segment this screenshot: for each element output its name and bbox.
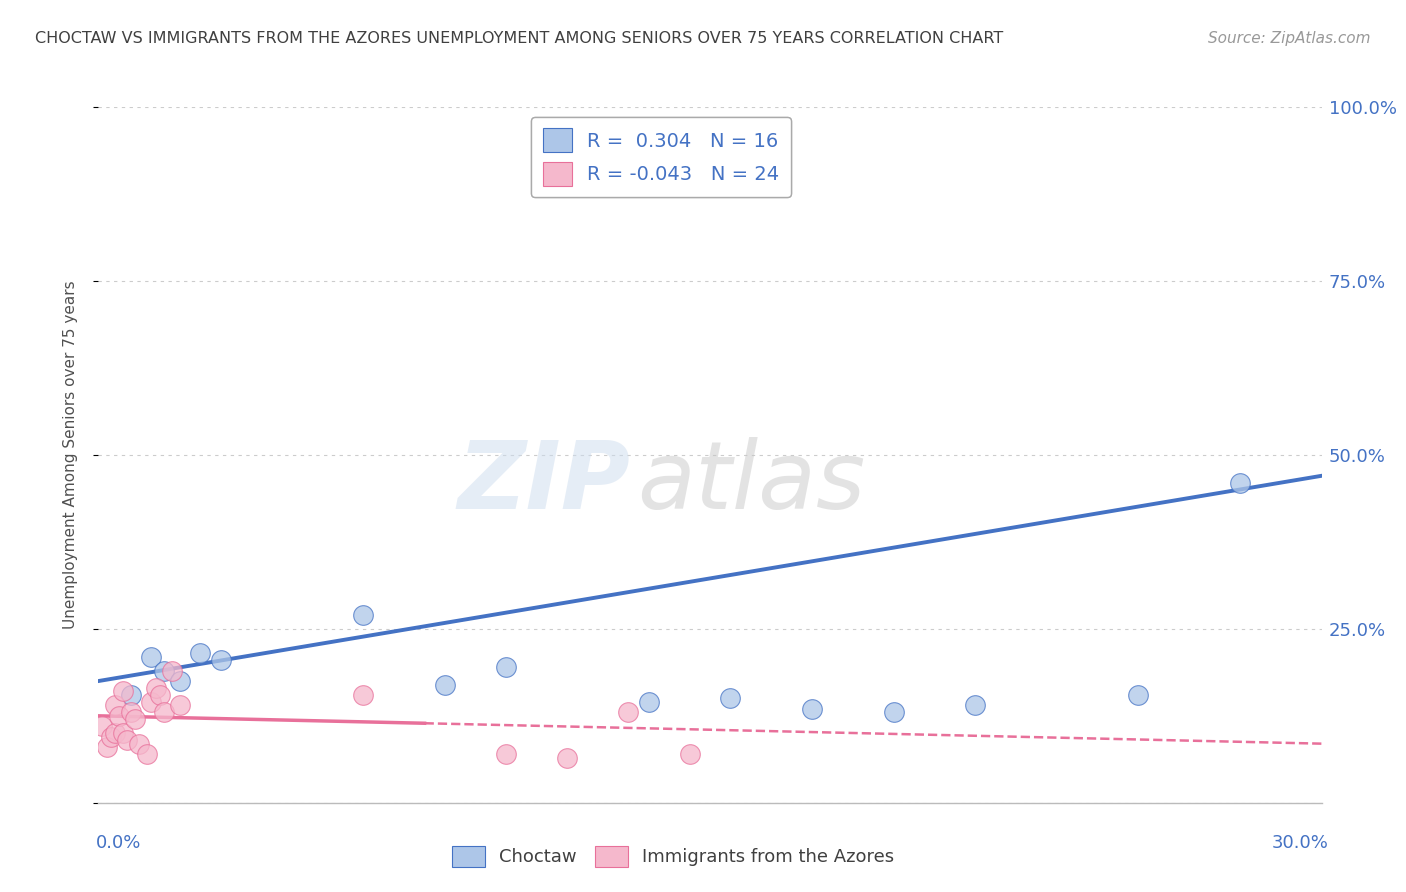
Point — [557, 750, 579, 764]
Point — [883, 706, 905, 720]
Text: ZIP: ZIP — [457, 437, 630, 529]
Point — [188, 646, 212, 660]
Point — [120, 706, 142, 720]
Point — [145, 681, 167, 695]
Point — [638, 695, 661, 709]
Text: CHOCTAW VS IMMIGRANTS FROM THE AZORES UNEMPLOYMENT AMONG SENIORS OVER 75 YEARS C: CHOCTAW VS IMMIGRANTS FROM THE AZORES UN… — [35, 31, 1004, 46]
Point — [141, 695, 163, 709]
Point — [141, 649, 163, 664]
Point — [124, 712, 146, 726]
Point — [209, 653, 232, 667]
Point — [434, 677, 457, 691]
Point — [96, 740, 118, 755]
Point — [617, 706, 640, 720]
Point — [801, 702, 824, 716]
Point — [495, 660, 517, 674]
Point — [136, 747, 159, 761]
Point — [1229, 475, 1251, 490]
Point — [104, 698, 127, 713]
Point — [120, 688, 142, 702]
Text: 30.0%: 30.0% — [1272, 834, 1329, 852]
Point — [1128, 688, 1150, 702]
Point — [169, 674, 191, 689]
Y-axis label: Unemployment Among Seniors over 75 years: Unemployment Among Seniors over 75 years — [63, 281, 77, 629]
Point — [100, 730, 122, 744]
Point — [720, 691, 742, 706]
Point — [679, 747, 702, 761]
Point — [495, 747, 517, 761]
Point — [352, 688, 374, 702]
Point — [965, 698, 987, 713]
Point — [111, 684, 134, 698]
Text: Source: ZipAtlas.com: Source: ZipAtlas.com — [1208, 31, 1371, 46]
Point — [169, 698, 191, 713]
Point — [115, 733, 138, 747]
Point — [160, 664, 183, 678]
Point — [111, 726, 134, 740]
Point — [104, 726, 127, 740]
Point — [149, 688, 172, 702]
Point — [152, 664, 174, 678]
Point — [91, 719, 114, 733]
Point — [128, 737, 150, 751]
Text: atlas: atlas — [637, 437, 865, 528]
Point — [152, 706, 174, 720]
Point — [352, 607, 374, 622]
Text: 0.0%: 0.0% — [96, 834, 141, 852]
Point — [108, 708, 131, 723]
Legend: R =  0.304   N = 16, R = -0.043   N = 24: R = 0.304 N = 16, R = -0.043 N = 24 — [531, 117, 792, 197]
